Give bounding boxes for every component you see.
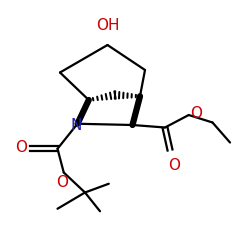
Text: O: O (56, 175, 68, 190)
Text: N: N (70, 118, 82, 132)
Text: O: O (15, 140, 27, 156)
Text: O: O (190, 106, 202, 121)
Text: OH: OH (96, 18, 119, 32)
Text: O: O (168, 158, 180, 173)
